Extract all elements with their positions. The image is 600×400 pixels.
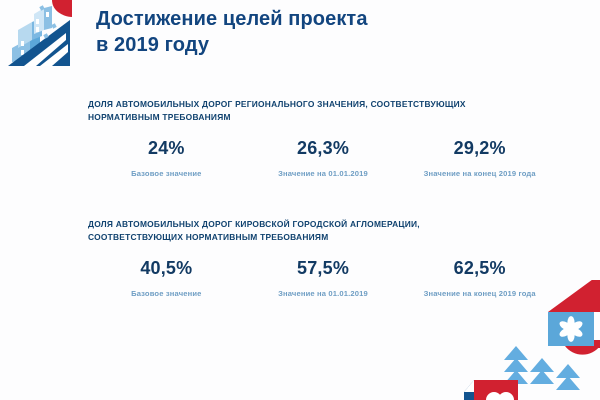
metric-item: 29,2% Значение на конец 2019 года xyxy=(401,138,558,179)
project-logo xyxy=(0,0,92,68)
metric-item: 57,5% Значение на 01.01.2019 xyxy=(245,258,402,299)
section-heading: ДОЛЯ АВТОМОБИЛЬНЫХ ДОРОГ КИРОВСКОЙ ГОРОД… xyxy=(88,218,558,243)
metric-label: Значение на конец 2019 года xyxy=(423,289,536,299)
metric-item: 24% Базовое значение xyxy=(88,138,245,179)
metric-item: 40,5% Базовое значение xyxy=(88,258,245,299)
metric-item: 26,3% Значение на 01.01.2019 xyxy=(245,138,402,179)
metric-section-regional: ДОЛЯ АВТОМОБИЛЬНЫХ ДОРОГ РЕГИОНАЛЬНОГО З… xyxy=(88,98,558,179)
metric-section-agglomeration: ДОЛЯ АВТОМОБИЛЬНЫХ ДОРОГ КИРОВСКОЙ ГОРОД… xyxy=(88,218,558,299)
metric-value: 62,5% xyxy=(453,258,506,279)
project-logo-graphic xyxy=(8,0,72,66)
red-arc-icon xyxy=(548,280,600,312)
metric-item: 62,5% Значение на конец 2019 года xyxy=(401,258,558,299)
page-title-line-2: в 2019 году xyxy=(96,34,210,57)
section-heading-line-1: ДОЛЯ АВТОМОБИЛЬНЫХ ДОРОГ КИРОВСКОЙ ГОРОД… xyxy=(88,219,420,229)
metrics-row: 24% Базовое значение 26,3% Значение на 0… xyxy=(88,138,558,179)
section-heading-line-1: ДОЛЯ АВТОМОБИЛЬНЫХ ДОРОГ РЕГИОНАЛЬНОГО З… xyxy=(88,99,466,109)
metric-value: 26,3% xyxy=(296,138,350,159)
metric-value: 40,5% xyxy=(140,258,193,279)
decor-graphic xyxy=(464,280,600,400)
section-heading-line-2: СООТВЕТСТВУЮЩИХ НОРМАТИВНЫМ ТРЕБОВАНИЯМ xyxy=(88,231,329,242)
metric-label: Базовое значение xyxy=(131,289,202,299)
metrics-row: 40,5% Базовое значение 57,5% Значение на… xyxy=(88,258,558,299)
snowflake-icon xyxy=(559,316,583,342)
slide-header: Достижение целей проекта в 2019 году xyxy=(0,0,600,78)
metric-label: Базовое значение xyxy=(131,169,202,179)
metric-label: Значение на 01.01.2019 xyxy=(278,289,368,299)
metric-value: 29,2% xyxy=(453,138,506,159)
metric-label: Значение на конец 2019 года xyxy=(423,169,536,179)
decorative-graphics xyxy=(430,280,600,400)
section-heading: ДОЛЯ АВТОМОБИЛЬНЫХ ДОРОГ РЕГИОНАЛЬНОГО З… xyxy=(88,98,558,123)
section-heading-line-2: НОРМАТИВНЫМ ТРЕБОВАНИЯМ xyxy=(88,111,231,122)
metric-value: 57,5% xyxy=(296,258,350,279)
metric-label: Значение на 01.01.2019 xyxy=(278,169,368,179)
page-title-line-1: Достижение целей проекта xyxy=(96,8,368,30)
metric-value: 24% xyxy=(148,138,185,159)
page-title: Достижение целей проекта в 2019 году xyxy=(96,0,368,59)
red-block-icon xyxy=(464,380,518,400)
